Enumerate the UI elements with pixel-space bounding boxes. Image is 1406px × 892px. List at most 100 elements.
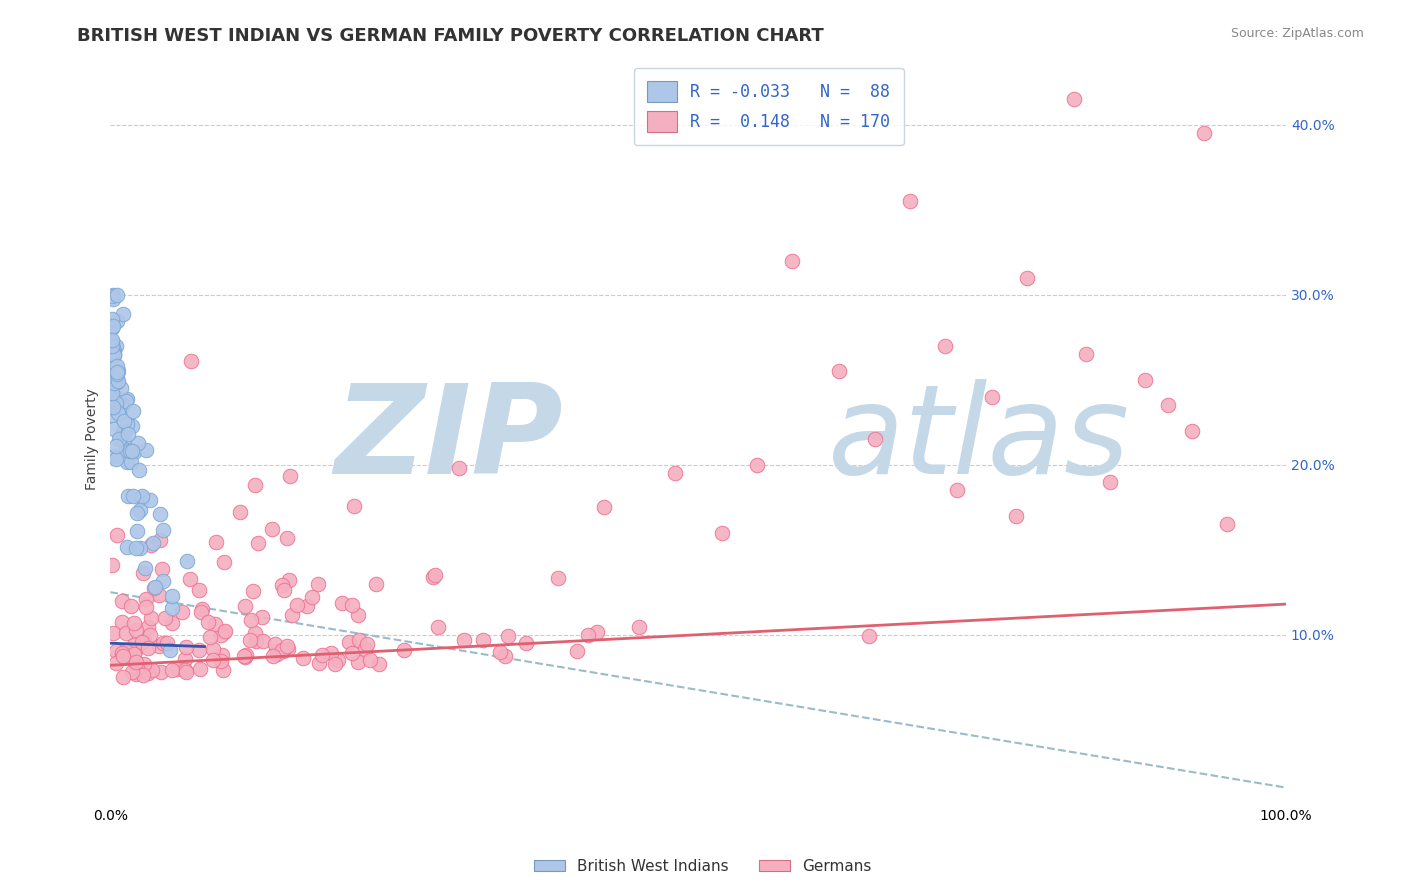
- Point: [858, 629, 880, 643]
- Point: [266, 648, 288, 662]
- Point: [153, 611, 176, 625]
- Point: [201, 653, 224, 667]
- Point: [103, 422, 125, 436]
- Point: [270, 642, 292, 657]
- Point: [148, 639, 170, 653]
- Point: [115, 644, 138, 658]
- Point: [122, 489, 145, 503]
- Point: [242, 583, 264, 598]
- Point: [200, 630, 222, 644]
- Point: [239, 613, 262, 627]
- Point: [142, 536, 165, 550]
- Point: [127, 661, 149, 675]
- Point: [101, 386, 124, 401]
- Point: [359, 652, 381, 666]
- Point: [141, 538, 163, 552]
- Point: [149, 665, 172, 679]
- Point: [340, 599, 363, 613]
- Point: [211, 648, 233, 662]
- Point: [120, 455, 142, 469]
- Point: [105, 376, 128, 390]
- Point: [863, 432, 886, 446]
- Point: [150, 562, 173, 576]
- Point: [1192, 127, 1215, 141]
- Point: [136, 663, 159, 677]
- Point: [145, 580, 167, 594]
- Point: [132, 566, 155, 581]
- Point: [260, 522, 283, 536]
- Point: [117, 426, 139, 441]
- Point: [124, 644, 146, 658]
- Point: [114, 626, 136, 640]
- Point: [287, 598, 309, 612]
- Point: [264, 644, 287, 658]
- Point: [271, 644, 294, 658]
- Point: [422, 570, 444, 584]
- Point: [103, 392, 125, 407]
- Text: ZIP: ZIP: [335, 379, 562, 500]
- Point: [112, 425, 135, 439]
- Point: [152, 635, 174, 649]
- Point: [273, 582, 295, 597]
- Point: [101, 289, 124, 303]
- Point: [112, 413, 135, 427]
- Point: [104, 452, 127, 467]
- Point: [547, 571, 569, 585]
- Point: [278, 573, 301, 587]
- Point: [447, 461, 470, 475]
- Point: [311, 648, 333, 663]
- Point: [593, 500, 616, 515]
- Point: [122, 445, 145, 459]
- Point: [489, 645, 512, 659]
- Point: [107, 406, 129, 420]
- Point: [128, 503, 150, 517]
- Point: [1216, 517, 1239, 532]
- Point: [111, 647, 134, 661]
- Point: [246, 536, 269, 550]
- Point: [353, 642, 375, 657]
- Point: [172, 605, 194, 619]
- Point: [105, 365, 128, 379]
- Point: [828, 364, 851, 378]
- Point: [105, 367, 128, 381]
- Point: [128, 463, 150, 477]
- Point: [132, 668, 155, 682]
- Point: [124, 623, 146, 637]
- Point: [105, 339, 128, 353]
- Point: [103, 292, 125, 306]
- Point: [295, 599, 318, 614]
- Point: [252, 633, 274, 648]
- Point: [229, 505, 252, 519]
- Point: [112, 308, 135, 322]
- Legend: R = -0.033   N =  88, R =  0.148   N = 170: R = -0.033 N = 88, R = 0.148 N = 170: [634, 68, 904, 145]
- Point: [125, 655, 148, 669]
- Point: [100, 311, 122, 326]
- Point: [114, 650, 136, 665]
- Point: [1157, 398, 1180, 412]
- Point: [201, 642, 224, 657]
- Point: [111, 594, 134, 608]
- Point: [425, 567, 447, 582]
- Point: [100, 335, 122, 350]
- Point: [934, 339, 956, 353]
- Point: [129, 541, 152, 555]
- Point: [326, 653, 349, 667]
- Point: [110, 431, 132, 445]
- Point: [122, 615, 145, 630]
- Point: [105, 439, 128, 453]
- Point: [104, 396, 127, 410]
- Point: [112, 435, 135, 450]
- Point: [160, 601, 183, 615]
- Point: [180, 353, 202, 368]
- Point: [235, 648, 257, 662]
- Point: [103, 348, 125, 362]
- Point: [101, 288, 124, 302]
- Point: [664, 467, 686, 481]
- Point: [347, 607, 370, 622]
- Point: [152, 574, 174, 588]
- Point: [586, 625, 609, 640]
- Point: [103, 369, 125, 384]
- Point: [121, 665, 143, 679]
- Point: [139, 628, 162, 642]
- Point: [187, 583, 209, 598]
